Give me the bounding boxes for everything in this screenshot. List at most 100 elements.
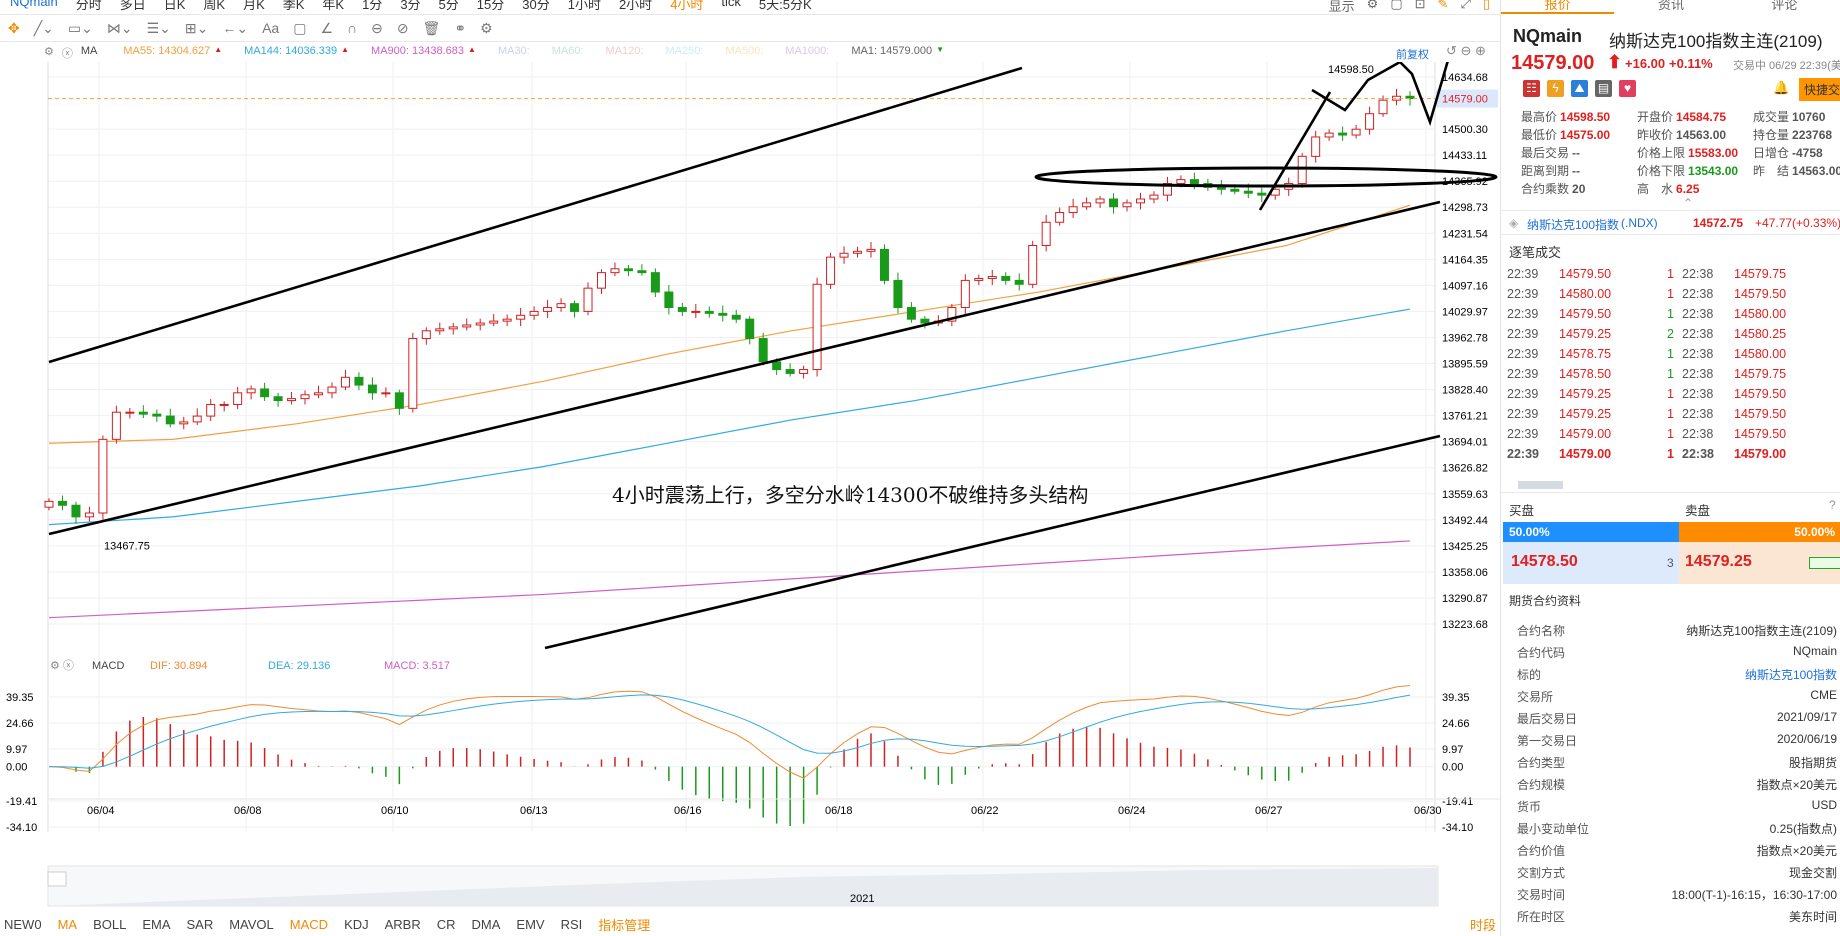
chart-icon[interactable]: ⛰ <box>1571 80 1588 97</box>
stat-label: 日增仓 <box>1753 146 1790 160</box>
indicator-tab-MAVOL[interactable]: MAVOL <box>229 916 274 932</box>
tab-5[interactable]: 月K <box>243 0 265 12</box>
fib-tool-icon[interactable]: ⋈⌄ <box>106 19 133 36</box>
panel-tab-0[interactable]: 报价 <box>1501 0 1615 14</box>
indicator-tab-RSI[interactable]: RSI <box>560 916 583 932</box>
info-value: 18:00(T-1)-16:15，16:30-17:00 <box>1671 888 1837 902</box>
trades-scrollbar[interactable] <box>1518 481 1563 489</box>
hide-icon[interactable]: ⊘ <box>396 19 409 36</box>
tab-1[interactable]: 分时 <box>75 0 102 12</box>
tab-8[interactable]: 1分 <box>362 0 383 12</box>
ma-legend-item: MA500: <box>725 45 764 57</box>
navigator-handle[interactable] <box>47 871 67 887</box>
note-tool-icon[interactable]: ▢ <box>293 19 307 36</box>
settings-icon[interactable]: ⚙ <box>1366 0 1379 11</box>
bell-icon[interactable]: 🔔 <box>1773 80 1790 95</box>
info-row: 交易时间 18:00(T-1)-16:15，16:30-17:00 <box>1517 886 1837 903</box>
stat-value: 14575.00 <box>1560 128 1611 142</box>
trade-price: 14579.25 <box>1559 387 1612 401</box>
info-row: 合约代码 NQmain <box>1517 644 1837 661</box>
candle-body <box>111 411 121 440</box>
tab-9[interactable]: 3分 <box>400 0 421 12</box>
display-menu[interactable]: 显示 <box>1328 0 1355 14</box>
measure-tool-icon[interactable]: ⊞⌄ <box>184 19 209 36</box>
arrow-tool-icon[interactable]: ←⌄ <box>222 19 249 36</box>
rect-tool-icon[interactable]: ▭⌄ <box>67 19 93 36</box>
price-tick: 14097.16 <box>1442 280 1488 292</box>
panel-tab-2[interactable]: 评论 <box>1771 0 1798 12</box>
tab-17[interactable]: 5天:5分K <box>758 0 812 12</box>
price-chart[interactable]: 14634.6814500.3014433.1114365.9214298.73… <box>0 62 1500 912</box>
indicator-name[interactable]: MA <box>80 45 98 57</box>
collapse-icon[interactable]: ⌃ <box>1683 196 1694 210</box>
indicator-tab-ARBR[interactable]: ARBR <box>384 916 421 932</box>
line-tool-icon[interactable]: ╱⌄ <box>33 19 54 36</box>
indicator-tab-MA[interactable]: MA <box>57 916 78 932</box>
trade-time: 22:38 <box>1682 307 1714 321</box>
indicator-tab-KDJ[interactable]: KDJ <box>344 916 369 932</box>
info-value[interactable]: 纳斯达克100指数 <box>1744 668 1837 682</box>
tab-10[interactable]: 5分 <box>438 0 459 12</box>
trade-price: 14579.25 <box>1559 407 1612 421</box>
tab-13[interactable]: 1小时 <box>567 0 601 12</box>
index-code[interactable]: (.NDX) <box>1621 216 1658 230</box>
indicator-tab-BOLL[interactable]: BOLL <box>93 916 127 932</box>
indicator-tab-DMA[interactable]: DMA <box>471 916 501 932</box>
ma-legend-item: MA1: 14579.000 <box>851 45 933 57</box>
zoom-controls[interactable]: ↺ ⊖ ⊕ <box>1446 43 1486 58</box>
fullscreen-icon[interactable]: ⤢ <box>1460 0 1471 11</box>
tab-0[interactable]: NQmain <box>10 0 58 9</box>
layout-icon[interactable]: ▢ <box>1390 0 1403 11</box>
delete-icon[interactable]: 🗑 <box>422 19 441 36</box>
tab-16[interactable]: tick <box>721 0 741 9</box>
heart-icon[interactable]: ♥ <box>1619 80 1636 97</box>
close-icon[interactable]: ⓧ <box>61 48 73 60</box>
candle-body <box>192 415 202 423</box>
compare-icon[interactable]: ⚭ <box>454 19 467 36</box>
indicator-tab-EMV[interactable]: EMV <box>516 916 545 932</box>
tab-3[interactable]: 日K <box>163 0 186 12</box>
channel-tool-icon[interactable]: ☰⌄ <box>146 19 171 36</box>
text-tool-icon[interactable]: Aa <box>262 20 280 36</box>
panel-tab-1[interactable]: 资讯 <box>1657 0 1684 12</box>
tab-12[interactable]: 30分 <box>522 0 550 12</box>
indicator-tab-MACD[interactable]: MACD <box>289 916 329 932</box>
note-icon[interactable]: ▯ <box>1482 0 1490 11</box>
dif-value: DIF: 30.894 <box>150 660 207 672</box>
move-icon[interactable]: ✥ <box>8 19 20 36</box>
indicator-tab-指标管理[interactable]: 指标管理 <box>598 917 651 933</box>
indicator-tab-SAR[interactable]: SAR <box>186 916 214 932</box>
tab-4[interactable]: 周K <box>203 0 226 12</box>
doc-icon[interactable]: ▤ <box>1595 80 1612 97</box>
indicator-tab-EMA[interactable]: EMA <box>142 916 171 932</box>
tab-7[interactable]: 年K <box>322 0 345 12</box>
macd-tick-left: 39.35 <box>6 692 34 704</box>
flash-icon[interactable]: ϟ <box>1547 80 1564 97</box>
adjust-button[interactable]: 前复权 <box>1396 49 1429 61</box>
settings-icon[interactable]: ⚙ <box>480 19 493 36</box>
period-button[interactable]: 时段 <box>1470 918 1497 933</box>
trade-time: 22:39 <box>1507 347 1539 361</box>
candle-body <box>1338 132 1348 136</box>
tab-14[interactable]: 2小时 <box>618 0 653 12</box>
trade-price: 14579.50 <box>1734 407 1787 421</box>
edit-icon[interactable]: ✎ <box>1437 0 1449 11</box>
settings-icon[interactable]: ⚙ ⓧ <box>50 659 74 672</box>
quick-trade-button[interactable]: 快捷交易 <box>1799 78 1840 101</box>
tab-2[interactable]: 多日 <box>119 0 146 12</box>
angle-icon[interactable]: ∠ <box>320 19 334 36</box>
tab-6[interactable]: 季K <box>282 0 305 12</box>
indicator-tab-NEW0[interactable]: NEW0 <box>4 916 42 932</box>
screenshot-icon[interactable]: ⊡ <box>1414 0 1426 11</box>
indicator-tab-CR[interactable]: CR <box>436 916 456 932</box>
trend-line-drawing <box>544 434 1441 650</box>
index-name[interactable]: 纳斯达克100指数 <box>1527 218 1620 232</box>
magnet-icon[interactable]: ∩ <box>347 20 358 36</box>
trend-arrow-icon: ▲ <box>341 45 350 54</box>
flag-icon[interactable]: ☷ <box>1523 80 1540 97</box>
tab-11[interactable]: 15分 <box>476 0 505 12</box>
lock-icon[interactable]: ⊖ <box>371 19 383 36</box>
settings-icon[interactable]: ⚙ <box>44 46 54 58</box>
tab-15[interactable]: 4小时 <box>670 0 704 12</box>
help-icon[interactable]: ? <box>1829 498 1836 512</box>
